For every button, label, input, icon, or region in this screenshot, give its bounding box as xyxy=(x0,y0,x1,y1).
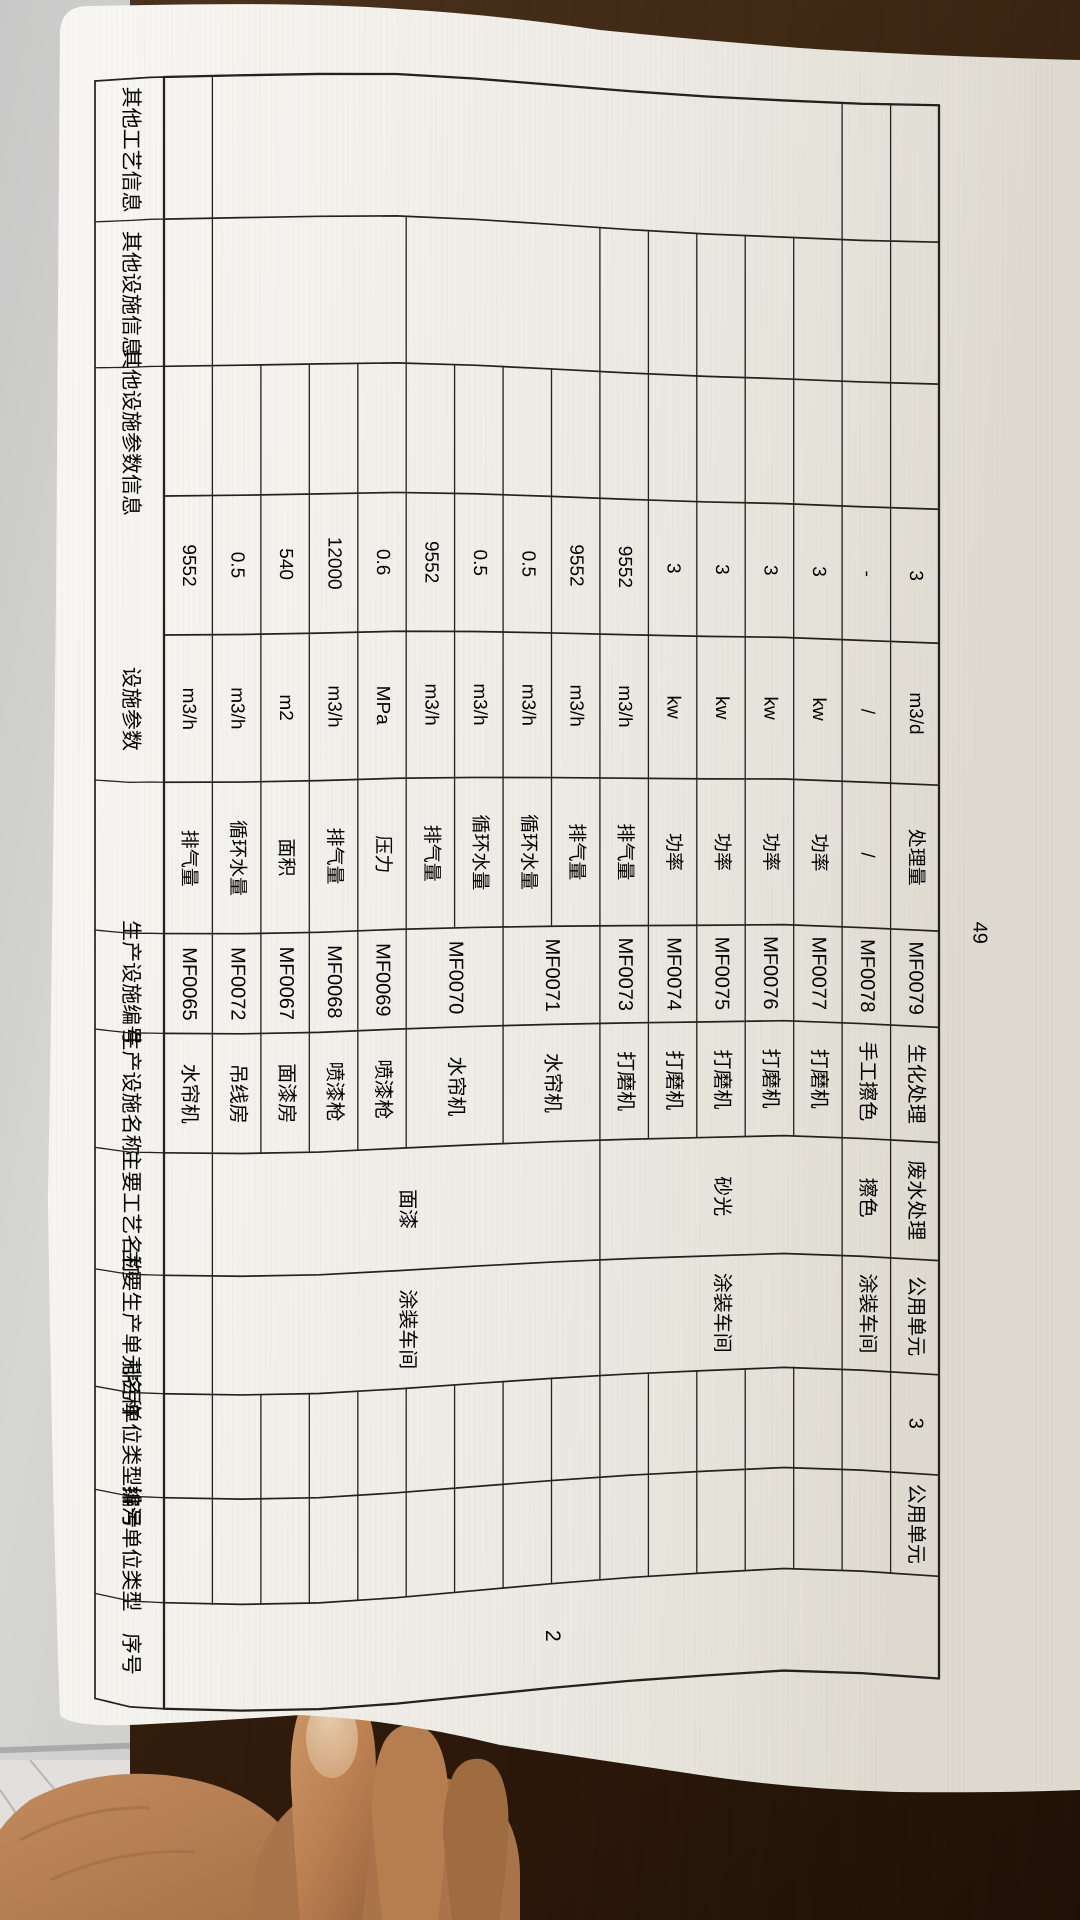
svg-text:MF0070: MF0070 xyxy=(444,941,466,1014)
svg-text:3: 3 xyxy=(905,1418,927,1429)
svg-text:9552: 9552 xyxy=(566,544,587,586)
svg-text:MF0077: MF0077 xyxy=(808,937,830,1010)
svg-text:序号: 序号 xyxy=(119,1633,142,1675)
svg-text:MF0074: MF0074 xyxy=(662,937,684,1010)
svg-text:循环水量: 循环水量 xyxy=(517,814,538,890)
svg-text:公用单元: 公用单元 xyxy=(905,1484,927,1564)
svg-text:m2: m2 xyxy=(275,694,296,720)
svg-text:m3/h: m3/h xyxy=(227,687,248,729)
svg-text:0.6: 0.6 xyxy=(372,549,393,575)
svg-text:3: 3 xyxy=(663,563,684,574)
svg-text:m3/h: m3/h xyxy=(420,683,441,725)
svg-text:功率: 功率 xyxy=(759,833,781,871)
svg-text:压力: 压力 xyxy=(372,835,393,873)
svg-text:打磨机: 打磨机 xyxy=(808,1049,830,1109)
svg-text:MF0073: MF0073 xyxy=(614,938,636,1011)
svg-text:MPa: MPa xyxy=(372,686,393,726)
svg-text:3: 3 xyxy=(905,570,926,581)
svg-text:3: 3 xyxy=(759,565,780,576)
svg-text:打磨机: 打磨机 xyxy=(759,1048,781,1108)
svg-text:m3/h: m3/h xyxy=(566,685,587,727)
svg-text:9552: 9552 xyxy=(178,544,199,586)
svg-text:水帘机: 水帘机 xyxy=(444,1056,466,1116)
svg-text:kw: kw xyxy=(808,698,829,722)
svg-text:打磨机: 打磨机 xyxy=(662,1050,684,1110)
svg-text:MF0071: MF0071 xyxy=(541,939,563,1012)
svg-text:喷漆枪: 喷漆枪 xyxy=(323,1062,345,1122)
svg-text:排气量: 排气量 xyxy=(566,823,587,880)
svg-text:排气量: 排气量 xyxy=(323,827,344,884)
svg-text:生产设施编号: 生产设施编号 xyxy=(119,920,142,1046)
svg-text:水帘机: 水帘机 xyxy=(178,1064,200,1124)
svg-text:砂光: 砂光 xyxy=(711,1176,733,1216)
svg-text:功率: 功率 xyxy=(663,833,685,871)
svg-text:功率: 功率 xyxy=(808,834,830,872)
svg-text:水帘机: 水帘机 xyxy=(541,1053,563,1113)
svg-text:其他工艺信息: 其他工艺信息 xyxy=(119,87,142,213)
svg-text:3: 3 xyxy=(808,566,829,577)
svg-text:9552: 9552 xyxy=(420,541,441,583)
svg-text:打磨机: 打磨机 xyxy=(614,1051,636,1111)
svg-text:打磨机: 打磨机 xyxy=(711,1049,733,1109)
svg-text:kw: kw xyxy=(711,696,732,720)
svg-text:吊线房: 吊线房 xyxy=(226,1064,248,1124)
svg-text:m3/h: m3/h xyxy=(469,683,490,725)
svg-text:生产设施名称: 生产设施名称 xyxy=(119,1030,142,1156)
svg-text:9552: 9552 xyxy=(614,546,635,588)
svg-text:-: - xyxy=(856,571,877,577)
svg-text:/: / xyxy=(856,852,877,858)
svg-text:循环水量: 循环水量 xyxy=(469,814,490,890)
svg-text:MF0067: MF0067 xyxy=(275,947,297,1020)
svg-text:面积: 面积 xyxy=(275,838,296,876)
svg-text:MF0079: MF0079 xyxy=(905,941,927,1014)
svg-text:m3/h: m3/h xyxy=(517,684,538,726)
svg-text:kw: kw xyxy=(759,696,780,720)
svg-text:设施参数: 设施参数 xyxy=(119,667,142,751)
svg-text:/: / xyxy=(856,709,877,715)
svg-text:排气量: 排气量 xyxy=(614,823,635,880)
svg-text:面漆: 面漆 xyxy=(396,1189,418,1229)
svg-text:MF0068: MF0068 xyxy=(323,945,345,1018)
svg-text:MF0076: MF0076 xyxy=(759,936,781,1009)
svg-text:功率: 功率 xyxy=(711,833,733,871)
svg-text:0.5: 0.5 xyxy=(517,551,538,577)
svg-text:面漆房: 面漆房 xyxy=(275,1063,297,1123)
svg-text:涂装车间: 涂装车间 xyxy=(396,1289,418,1369)
svg-text:其他设施参数信息: 其他设施参数信息 xyxy=(119,348,142,516)
svg-text:擦色: 擦色 xyxy=(856,1178,878,1218)
svg-text:喷漆枪: 喷漆枪 xyxy=(372,1059,394,1119)
svg-text:3: 3 xyxy=(711,564,732,575)
svg-text:手工擦色: 手工擦色 xyxy=(856,1041,878,1121)
svg-text:m3/h: m3/h xyxy=(614,685,635,727)
svg-text:0.5: 0.5 xyxy=(227,552,248,578)
svg-text:0.5: 0.5 xyxy=(469,549,490,575)
svg-text:MF0065: MF0065 xyxy=(178,947,200,1020)
svg-text:MF0072: MF0072 xyxy=(226,947,248,1020)
svg-text:公用单元: 公用单元 xyxy=(905,1276,927,1356)
svg-text:废水处理: 废水处理 xyxy=(905,1160,927,1240)
svg-text:涂装车间: 涂装车间 xyxy=(856,1273,878,1353)
svg-text:排气量: 排气量 xyxy=(420,825,441,882)
svg-text:其他设施信息: 其他设施信息 xyxy=(119,231,142,357)
svg-text:540: 540 xyxy=(275,548,296,580)
svg-text:排污单位类型: 排污单位类型 xyxy=(119,1486,142,1612)
svg-text:kw: kw xyxy=(663,696,684,720)
svg-text:涂装车间: 涂装车间 xyxy=(711,1273,733,1353)
svg-text:排气量: 排气量 xyxy=(178,830,199,887)
svg-text:49: 49 xyxy=(969,922,991,944)
svg-text:m3/h: m3/h xyxy=(178,688,199,730)
svg-text:m3/d: m3/d xyxy=(905,692,926,734)
svg-text:12000: 12000 xyxy=(323,537,344,590)
svg-text:MF0078: MF0078 xyxy=(856,939,878,1012)
svg-text:2: 2 xyxy=(541,1630,564,1642)
svg-text:循环水量: 循环水量 xyxy=(227,820,248,896)
svg-text:MF0075: MF0075 xyxy=(711,937,733,1010)
svg-text:m3/h: m3/h xyxy=(323,685,344,727)
svg-text:生化处理: 生化处理 xyxy=(905,1044,927,1124)
svg-text:MF0069: MF0069 xyxy=(372,943,394,1016)
svg-text:处理量: 处理量 xyxy=(905,829,926,886)
